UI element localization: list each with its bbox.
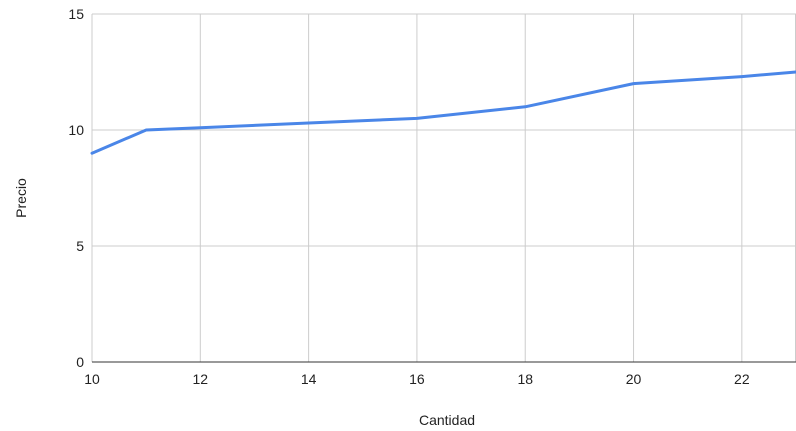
x-tick-label: 18 <box>517 371 533 387</box>
x-tick-label: 16 <box>409 371 425 387</box>
x-tick-label: 20 <box>626 371 642 387</box>
x-tick-label: 10 <box>84 371 100 387</box>
x-axis-tick-labels: 10 12 14 16 18 20 22 <box>84 371 750 387</box>
y-tick-label: 5 <box>76 238 84 254</box>
y-tick-label: 0 <box>76 354 84 370</box>
y-tick-label: 15 <box>68 6 84 22</box>
vertical-gridlines <box>91 14 796 362</box>
series-line <box>90 70 796 155</box>
x-tick-label: 14 <box>301 371 317 387</box>
x-axis-title: Cantidad <box>419 412 475 428</box>
y-axis-title: Precio <box>13 178 29 218</box>
x-tick-label: 12 <box>193 371 209 387</box>
y-axis-tick-labels: 0 5 10 15 <box>68 6 84 370</box>
y-tick-label: 10 <box>68 122 84 138</box>
series-layer <box>90 70 796 155</box>
horizontal-gridlines <box>92 13 796 247</box>
x-tick-label: 22 <box>734 371 750 387</box>
